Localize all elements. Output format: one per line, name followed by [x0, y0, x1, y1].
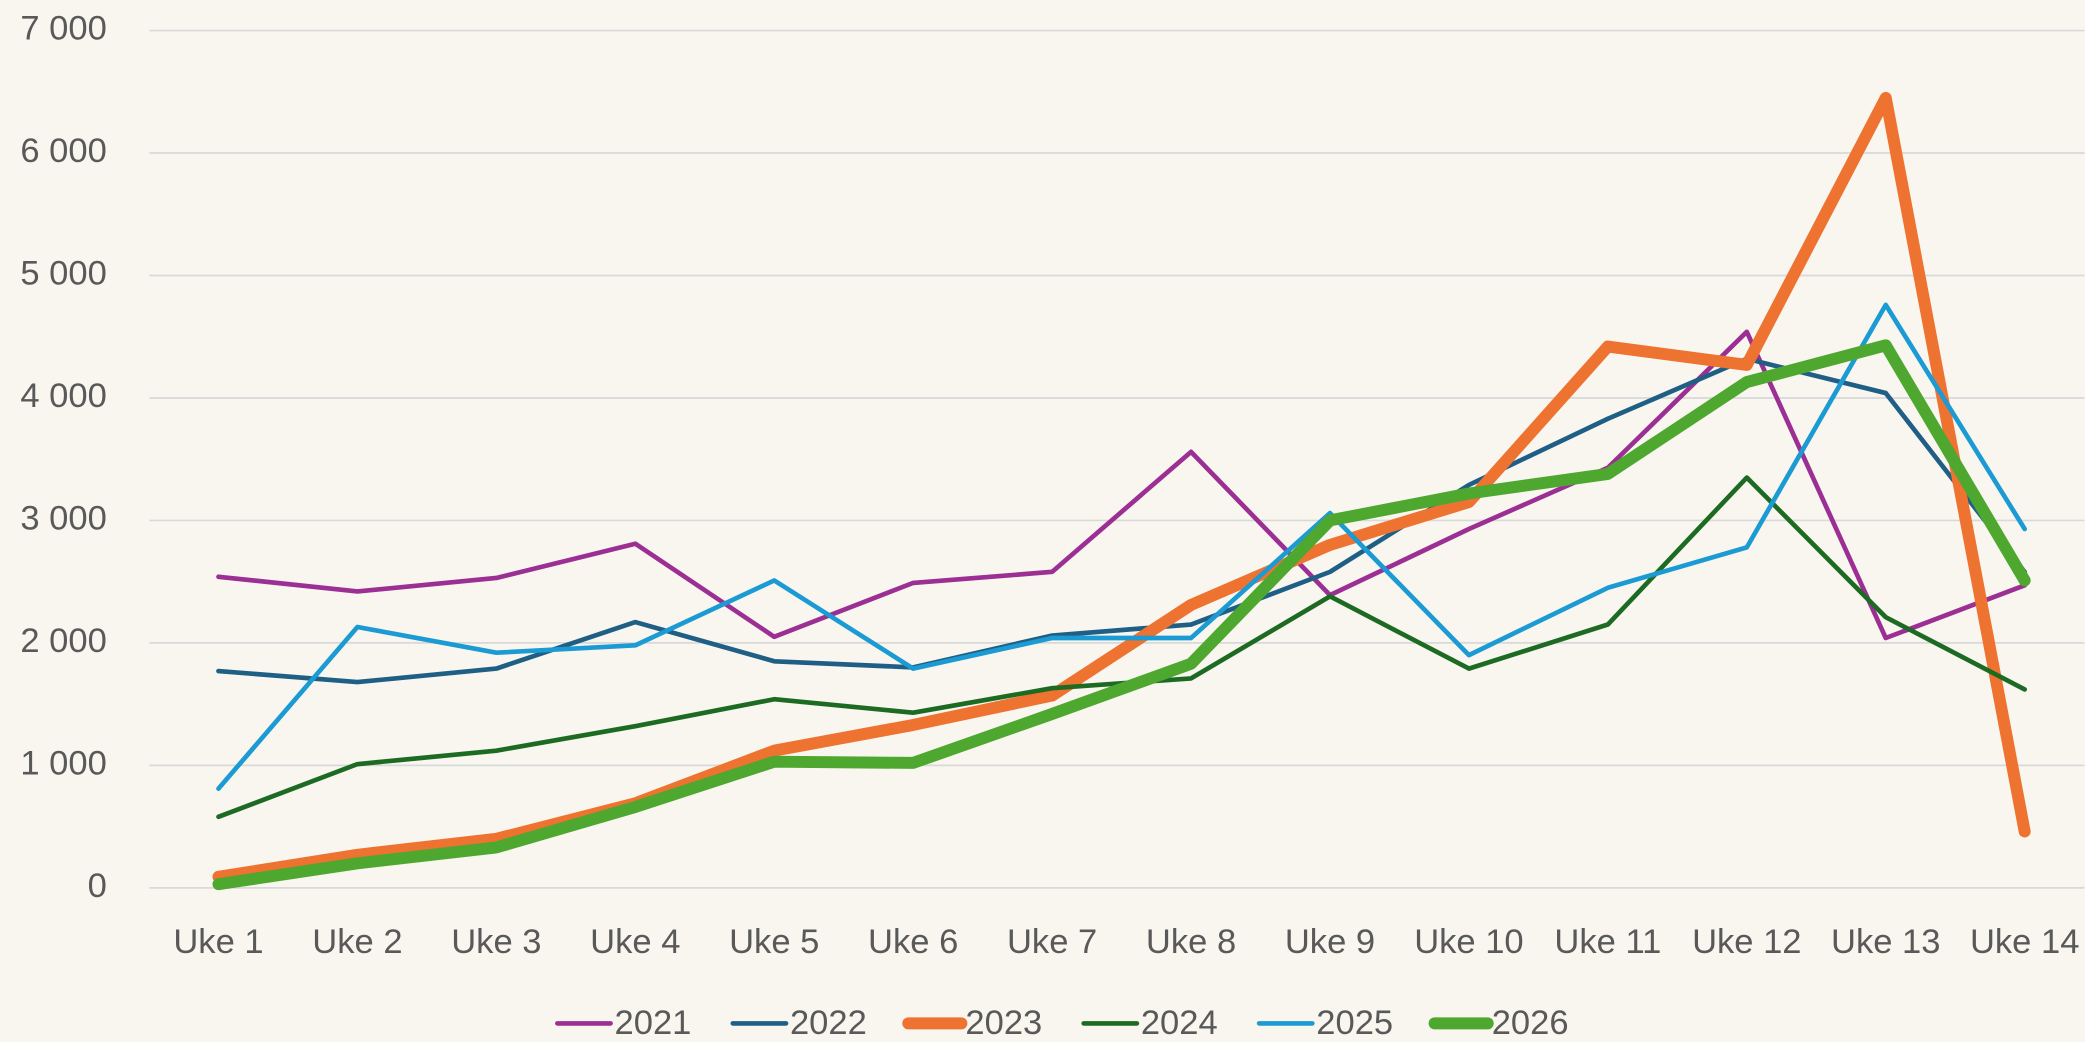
x-tick-label: Uke 11: [1554, 923, 1661, 961]
x-tick-label: Uke 13: [1831, 923, 1940, 961]
y-tick-label: 2 000: [20, 622, 106, 660]
legend-label: 2021: [615, 1004, 692, 1042]
series-line: [216, 329, 2028, 641]
x-tick-label: Uke 4: [590, 923, 680, 961]
x-tick-label: Uke 12: [1692, 923, 1801, 961]
legend-label: 2026: [1492, 1004, 1569, 1042]
series-line: [212, 339, 2031, 891]
series-line: [212, 91, 2031, 883]
y-tick-label: 5 000: [20, 255, 106, 293]
y-tick-label: 7 000: [20, 10, 106, 48]
y-tick-label: 4 000: [20, 377, 106, 415]
x-tick-label: Uke 9: [1285, 923, 1375, 961]
x-tick-label: Uke 10: [1414, 923, 1523, 961]
y-tick-label: 1 000: [20, 744, 106, 782]
legend-label: 2024: [1141, 1004, 1218, 1042]
y-tick-label: 6 000: [20, 132, 106, 170]
x-tick-label: Uke 7: [1007, 923, 1097, 961]
x-tick-label: Uke 5: [729, 923, 819, 961]
legend-label: 2022: [790, 1004, 867, 1042]
x-tick-label: Uke 6: [868, 923, 958, 961]
x-tick-label: Uke 1: [173, 923, 263, 961]
legend-label: 2023: [965, 1004, 1042, 1042]
y-tick-label: 3 000: [20, 500, 106, 538]
x-tick-label: Uke 2: [312, 923, 402, 961]
x-tick-label: Uke 14: [1970, 923, 2079, 961]
series-line: [216, 356, 2028, 685]
y-tick-label: 0: [88, 867, 107, 905]
x-tick-label: Uke 3: [451, 923, 541, 961]
legend-label: 2025: [1316, 1004, 1393, 1042]
x-tick-label: Uke 8: [1146, 923, 1236, 961]
series-line: [216, 302, 2028, 791]
